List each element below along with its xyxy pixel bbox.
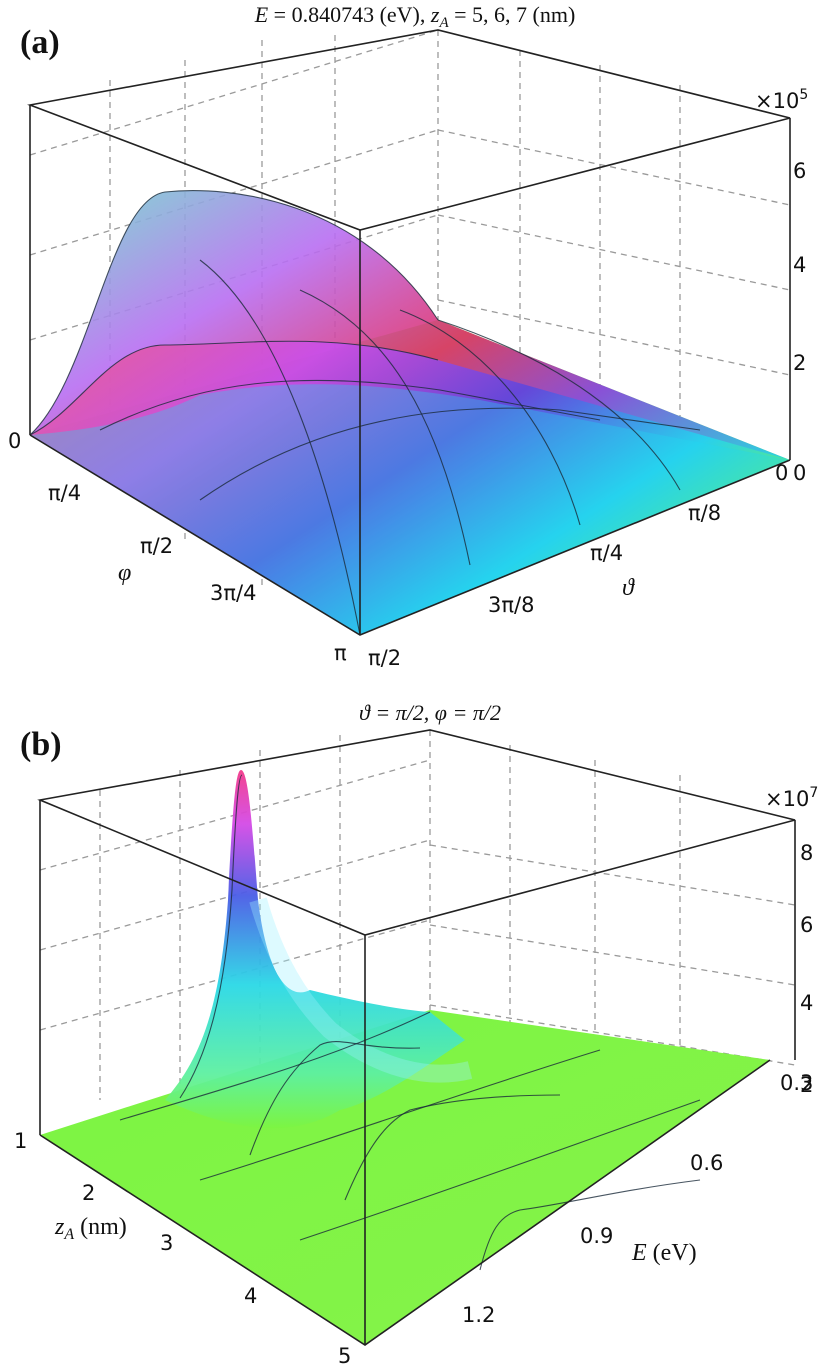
E-tick: 0.6	[690, 1151, 723, 1175]
theta-tick: π/2	[368, 646, 401, 670]
phi-tick: π/4	[48, 481, 81, 505]
surface-zA-7	[30, 384, 790, 635]
phi-tick: π	[334, 641, 347, 665]
zA-tick: 5	[338, 1344, 351, 1368]
panel-a-phi-axis: 0 π/4 π/2 3π/4 π φ	[8, 429, 347, 665]
E-axis-label: E (eV)	[631, 1240, 697, 1266]
panel-b-title: ϑ = π/2, φ = π/2	[359, 700, 501, 725]
theta-axis-label: ϑ	[622, 575, 635, 601]
theta-tick: π/8	[688, 501, 721, 525]
zA-tick: 2	[82, 1181, 95, 1205]
z-tick: 4	[800, 991, 813, 1015]
z-tick: 6	[793, 159, 806, 183]
z-tick: 4	[793, 253, 806, 277]
phi-tick: 0	[8, 429, 21, 453]
panel-b-box	[37, 729, 796, 1346]
surface-zA-6	[30, 341, 790, 635]
z-tick: 0	[793, 461, 806, 485]
panel-a-box	[27, 29, 791, 636]
panel-a-theta-axis: π/2 3π/8 π/4 π/8 0 ϑ	[368, 461, 788, 670]
z-tick: 2	[800, 1073, 813, 1097]
panel-a-label: (a)	[20, 24, 60, 61]
theta-tick: 3π/8	[488, 593, 534, 617]
panel-a: (a) E = 0.840743 (eV), zA = 5, 6, 7 (nm)	[8, 2, 808, 670]
panel-a-z-axis: ×105 0 2 4 6	[755, 87, 808, 485]
zA-tick: 4	[244, 1284, 257, 1308]
panel-a-surfaces	[29, 190, 790, 636]
z-tick: 8	[800, 841, 813, 865]
panel-b: (b) ϑ = π/2, φ = π/2	[14, 700, 818, 1368]
panel-b-z-multiplier: ×107	[765, 785, 818, 811]
panel-a-z-multiplier: ×105	[755, 87, 808, 113]
zA-axis-label: zA (nm)	[54, 1214, 127, 1243]
panel-b-zA-axis: 1 2 3 4 5 zA (nm)	[14, 1129, 351, 1368]
zA-tick: 3	[160, 1231, 173, 1255]
panel-b-surface	[119, 770, 701, 1271]
panel-b-label: (b)	[20, 726, 62, 763]
panel-a-title: E = 0.840743 (eV), zA = 5, 6, 7 (nm)	[254, 2, 576, 31]
phi-axis-label: φ	[118, 560, 131, 586]
panel-b-z-axis: ×107 2 4 6 8	[765, 785, 818, 1097]
theta-tick: 0	[775, 461, 788, 485]
phi-tick: 3π/4	[210, 581, 256, 605]
phi-tick: π/2	[140, 534, 173, 558]
E-tick: 0.3	[780, 1071, 813, 1095]
surface-peak	[165, 770, 465, 1129]
z-tick: 2	[793, 351, 806, 375]
theta-tick: π/4	[590, 541, 623, 565]
zA-tick: 1	[14, 1129, 27, 1153]
E-tick: 1.2	[462, 1303, 495, 1327]
z-tick: 6	[800, 913, 813, 937]
E-tick: 0.9	[580, 1224, 613, 1248]
panel-b-E-axis: 0.3 0.6 0.9 1.2 E (eV)	[462, 1071, 813, 1327]
